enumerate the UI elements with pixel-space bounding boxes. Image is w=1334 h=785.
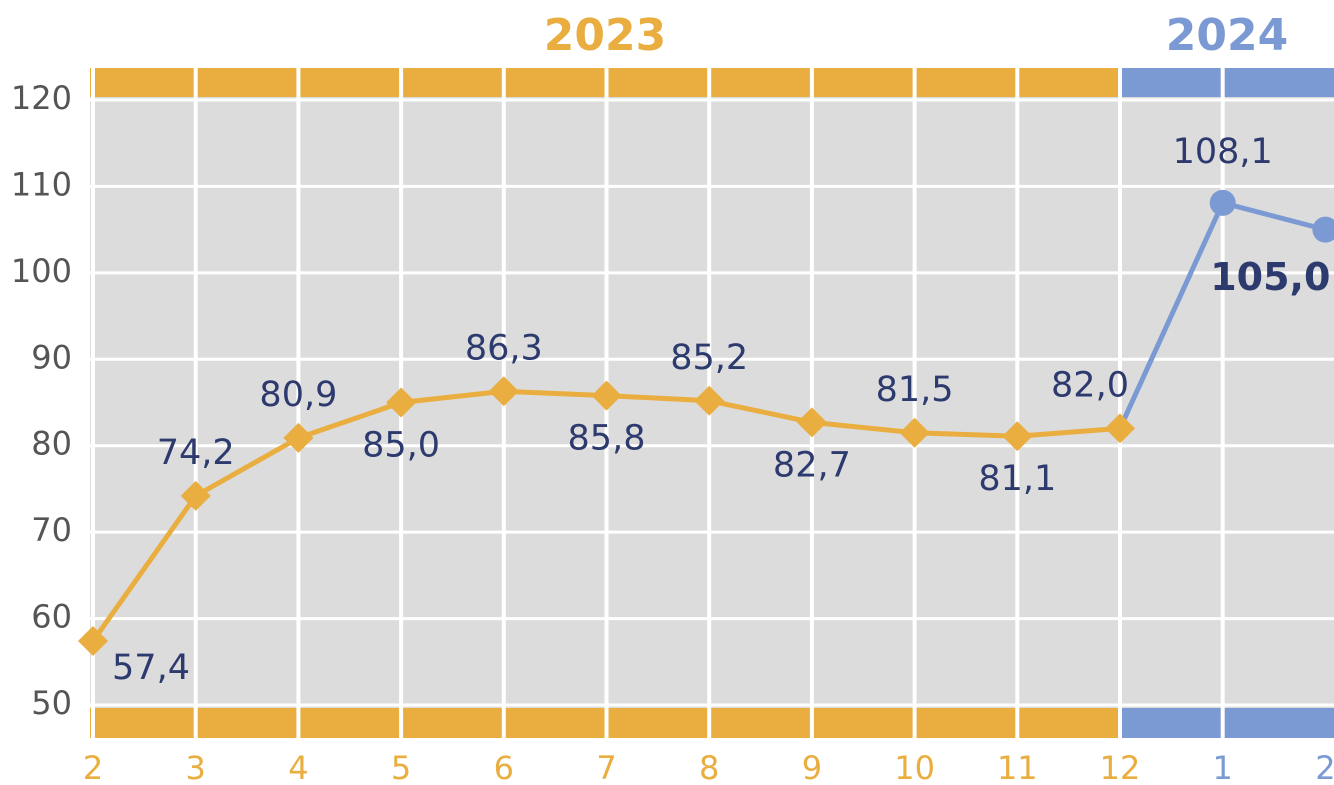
- year-band: [93, 68, 196, 97]
- value-label: 105,0: [1210, 255, 1330, 299]
- value-label: 81,1: [978, 459, 1056, 499]
- value-label: 74,2: [157, 433, 235, 473]
- value-label: 80,9: [259, 375, 337, 415]
- year-band: [503, 708, 607, 738]
- x-tick-label: 8: [699, 749, 719, 785]
- year-band: [195, 708, 299, 738]
- x-tick-label: 12: [1100, 749, 1141, 785]
- x-tick-label: 7: [596, 749, 616, 785]
- series-connector: [1117, 201, 1225, 430]
- point: [591, 380, 622, 411]
- year-band: [298, 708, 402, 738]
- point: [694, 385, 725, 416]
- x-tick-label: 6: [494, 749, 514, 785]
- value-label: 108,1: [1173, 132, 1273, 172]
- x-tick-label: 9: [802, 749, 822, 785]
- value-label: 81,5: [876, 370, 954, 410]
- point: [1002, 421, 1033, 452]
- year-band: [1222, 708, 1334, 738]
- point: [78, 626, 108, 657]
- year-band: [606, 708, 710, 738]
- x-tick-label: 1: [1213, 749, 1233, 785]
- point: [1105, 413, 1135, 444]
- year-band: [709, 708, 812, 738]
- x-tick-label: 10: [894, 749, 935, 785]
- year-band: [401, 68, 504, 97]
- year-band: [811, 708, 915, 738]
- year-header: 2023: [544, 10, 666, 61]
- value-label: 85,8: [568, 419, 646, 459]
- point: [283, 422, 314, 453]
- point: [180, 480, 211, 511]
- point: [488, 376, 519, 407]
- y-tick-label: 50: [31, 684, 72, 722]
- point: [796, 407, 827, 438]
- year-band: [298, 68, 402, 97]
- year-band: [1222, 68, 1334, 97]
- x-tick-label: 3: [186, 749, 206, 785]
- x-tick-label: 4: [288, 749, 308, 785]
- y-tick-label: 80: [31, 425, 72, 463]
- year-band: [709, 68, 812, 97]
- year-band: [1120, 68, 1223, 97]
- year-band: [93, 708, 196, 738]
- point: [1312, 216, 1334, 243]
- x-tick-label: 2: [83, 749, 103, 785]
- y-tick-label: 90: [31, 338, 72, 376]
- year-band: [914, 68, 1018, 97]
- y-tick-label: 70: [31, 511, 72, 549]
- value-label: 57,4: [112, 648, 190, 688]
- x-tick-label: 5: [391, 749, 411, 785]
- y-tick-label: 100: [11, 252, 72, 290]
- y-tick-label: 110: [11, 165, 72, 203]
- year-band: [811, 68, 915, 97]
- year-band: [401, 708, 504, 738]
- y-tick-label: 120: [11, 79, 72, 117]
- point: [386, 387, 417, 418]
- value-label: 82,0: [1051, 365, 1129, 405]
- year-band: [503, 68, 607, 97]
- x-tick-label: 11: [997, 749, 1038, 785]
- year-header: 2024: [1166, 10, 1288, 61]
- value-label: 86,3: [465, 328, 543, 368]
- value-label: 85,0: [362, 426, 440, 466]
- year-band: [606, 68, 710, 97]
- year-band: [1017, 708, 1120, 738]
- x-tick-label: 2: [1315, 749, 1334, 785]
- value-label: 82,7: [773, 445, 851, 485]
- series-line: [1222, 200, 1327, 233]
- year-band: [195, 68, 299, 97]
- year-band: [914, 708, 1018, 738]
- point: [899, 417, 930, 448]
- point: [1209, 189, 1236, 216]
- year-band: [1017, 68, 1120, 97]
- y-tick-label: 60: [31, 598, 72, 636]
- value-label: 85,2: [670, 338, 748, 378]
- year-band: [1120, 708, 1223, 738]
